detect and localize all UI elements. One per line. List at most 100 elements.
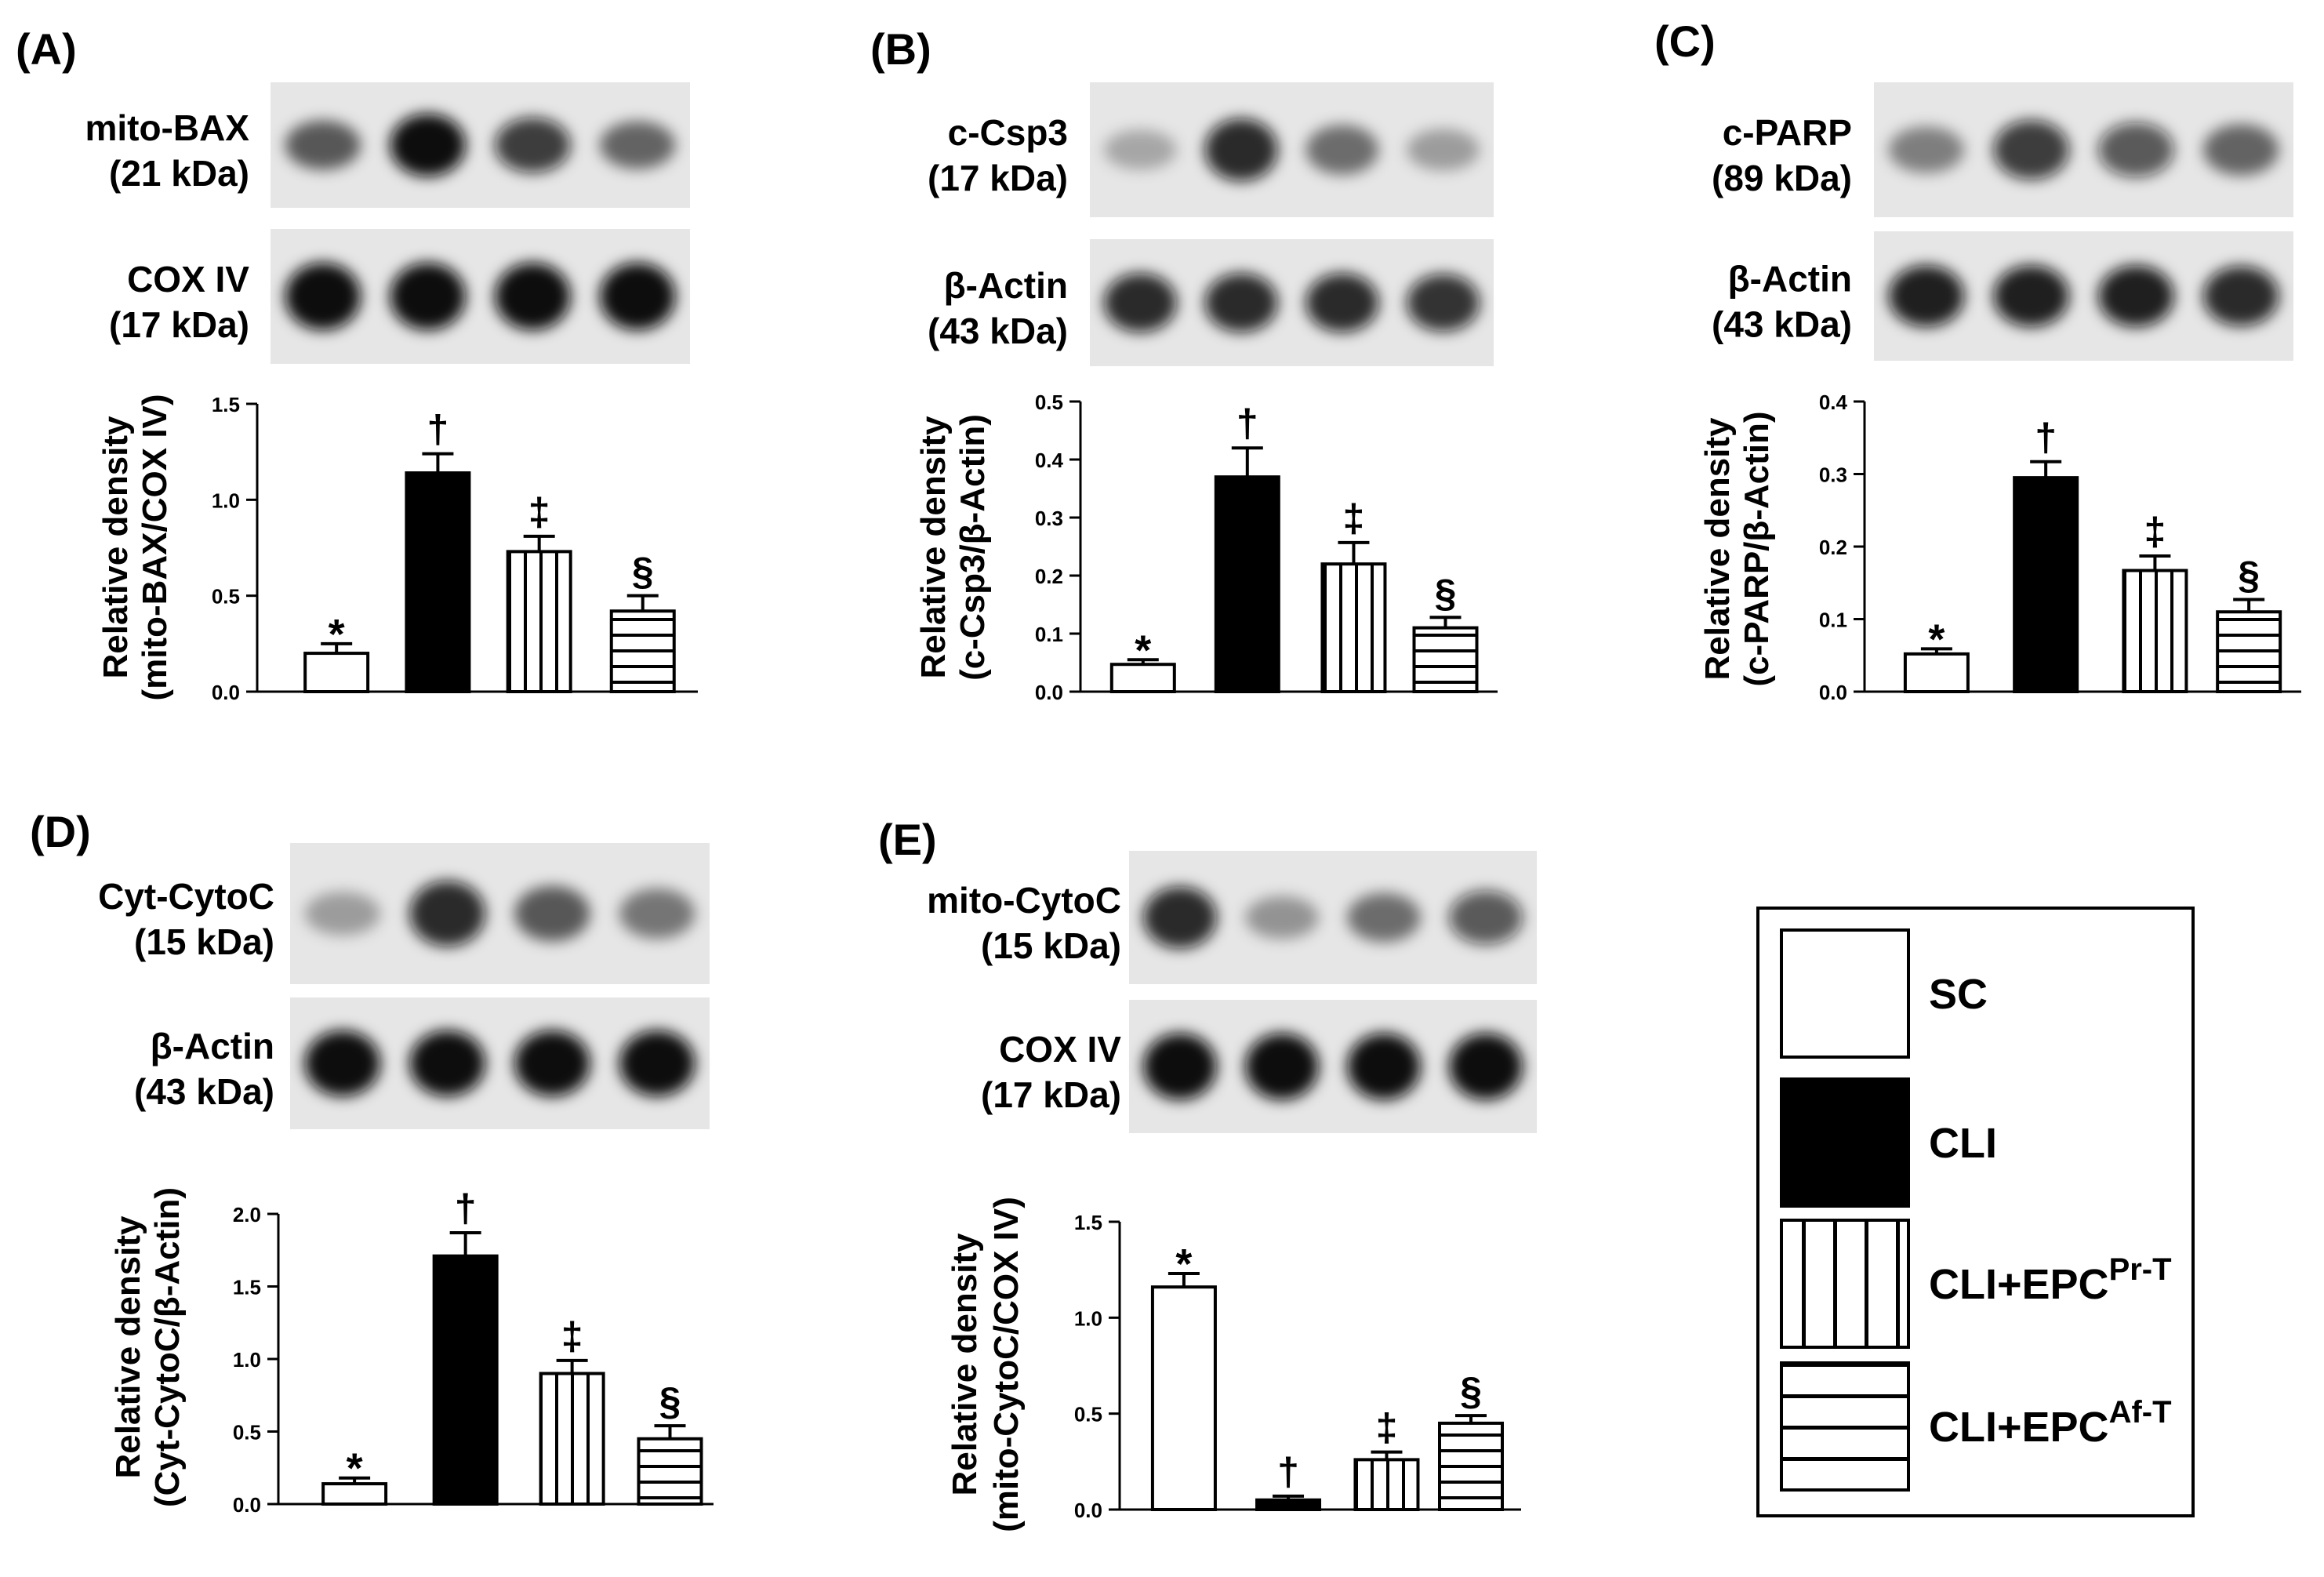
- y-tick-label: 0.1: [1035, 623, 1063, 646]
- y-tick-label: 0.2: [1819, 536, 1847, 559]
- bar-sc: [1150, 1285, 1217, 1511]
- blot-label: β-Actin: [944, 265, 1068, 306]
- blot-band: [1204, 273, 1278, 332]
- blot-band: [1104, 129, 1177, 170]
- y-tick-label: 1.5: [212, 393, 240, 416]
- western-blot-strip: [1090, 82, 1494, 217]
- significance-mark: §: [1460, 1369, 1482, 1413]
- bar-cli-epc-pr-t: [1320, 562, 1387, 694]
- significance-mark: †: [1236, 402, 1258, 445]
- blot-band: [619, 1030, 695, 1096]
- blot-label: mito-BAX: [85, 107, 249, 148]
- blot-band: [1888, 265, 1965, 327]
- bar-cli: [1214, 475, 1280, 693]
- blot-band: [1407, 274, 1480, 332]
- blot-band: [1245, 896, 1319, 939]
- legend: SC CLI CLI+EPCPr-T CLI+EPCAf-T: [1756, 907, 2195, 1517]
- legend-swatch: [1780, 928, 1910, 1059]
- y-tick-label: 0.2: [1035, 565, 1063, 588]
- significance-mark: *: [1175, 1241, 1192, 1288]
- panel-label: (A): [16, 24, 77, 74]
- significance-mark: §: [632, 550, 654, 594]
- y-axis-sublabel: (mito-BAX/COX IV): [136, 394, 174, 700]
- blot-band: [1104, 273, 1177, 332]
- significance-mark: *: [1928, 616, 1945, 663]
- panel-label: (B): [870, 24, 931, 74]
- blot-band: [285, 120, 361, 170]
- legend-label: CLI+EPCAf-T: [1929, 1395, 2172, 1451]
- blot-band: [1305, 273, 1379, 332]
- y-tick-label: 0.4: [1035, 449, 1064, 472]
- blot-band: [409, 1030, 485, 1096]
- blot-kda-label: (17 kDa): [981, 1074, 1121, 1115]
- panel-c: (C) c-PARP (89 kDa) β-Actin(43 kDa) 0.0 0.1 0.…: [1654, 16, 2301, 704]
- blot-band: [514, 1030, 590, 1096]
- blot-kda-label: (17 kDa): [109, 304, 249, 345]
- western-blot-strip: [271, 229, 690, 364]
- y-axis-sublabel: (c-PARP/β-Actin): [1738, 411, 1776, 686]
- panel-label: (E): [878, 815, 937, 864]
- bar-cli-epc-pr-t: [506, 550, 572, 693]
- legend-label: CLI: [1929, 1120, 1997, 1167]
- western-blot-strip: [290, 997, 710, 1129]
- blot-band: [1143, 886, 1217, 949]
- y-tick-label: 0.0: [1035, 681, 1063, 704]
- y-axis-sublabel: (mito-CytoC/COX IV): [987, 1197, 1026, 1532]
- blot-band: [2202, 124, 2279, 176]
- legend-swatch: [1780, 1361, 1910, 1492]
- bar-cli-epc-af-t: [609, 609, 676, 693]
- blot-band: [619, 888, 695, 939]
- significance-mark: ‡: [1376, 1406, 1398, 1450]
- blot-band: [409, 881, 485, 947]
- legend-item: SC: [1780, 928, 1988, 1059]
- blot-kda-label: (17 kDa): [928, 158, 1068, 198]
- blot-band: [495, 117, 571, 173]
- blot-kda-label: (89 kDa): [1712, 158, 1852, 198]
- legend-swatch: [1780, 1077, 1910, 1208]
- blot-kda-label: (43 kDa): [134, 1071, 274, 1112]
- legend-item: CLI+EPCPr-T: [1780, 1219, 2172, 1349]
- y-tick-label: 0.5: [1074, 1403, 1102, 1426]
- y-axis-sublabel: (Cyt-CytoC/β-Actin): [148, 1187, 187, 1507]
- blot-band: [514, 885, 590, 942]
- blot-band: [1993, 120, 2069, 180]
- panel-e: (E) mito-CytoC(15 kDa) COX IV(17 kDa) 0.0 0.…: [878, 815, 1537, 1532]
- blot-band: [599, 121, 676, 169]
- significance-mark: ‡: [528, 490, 550, 534]
- blot-band: [495, 263, 571, 330]
- legend-label-text: SC: [1929, 971, 1988, 1018]
- blot-band: [1347, 892, 1421, 943]
- blot-band: [599, 263, 676, 330]
- blot-band: [304, 892, 381, 936]
- blot-band: [285, 263, 361, 330]
- bar-cli: [2013, 476, 2079, 693]
- blot-band: [1245, 1033, 1319, 1100]
- significance-mark: ‡: [1343, 496, 1365, 540]
- blot-band: [1143, 1033, 1217, 1100]
- legend-label: SC: [1929, 971, 1988, 1018]
- y-tick-label: 1.0: [212, 489, 240, 512]
- western-blot-strip: [1874, 82, 2293, 217]
- legend-label-superscript: Af-T: [2109, 1395, 2172, 1430]
- bar-cli-epc-af-t: [2216, 610, 2282, 693]
- blot-band: [390, 114, 466, 176]
- blot-label: c-Csp3: [948, 112, 1068, 153]
- y-axis-label: Relative density: [109, 1215, 147, 1479]
- y-tick-label: 0.5: [233, 1421, 261, 1444]
- bar-sc: [1903, 652, 1970, 694]
- panel-label: (C): [1654, 16, 1716, 66]
- y-axis-label: Relative density: [946, 1233, 984, 1496]
- y-axis-label: Relative density: [96, 416, 135, 679]
- bar-cli-epc-af-t: [1438, 1421, 1504, 1512]
- blot-label: β-Actin: [151, 1026, 274, 1066]
- y-tick-label: 0.0: [1819, 681, 1847, 704]
- blot-kda-label: (15 kDa): [134, 921, 274, 962]
- significance-mark: ‡: [2144, 510, 2166, 554]
- blot-kda-label: (15 kDa): [981, 925, 1121, 966]
- panel-b: (B) c-Csp3 (17 kDa) β-Actin (43 kDa) 0.0 0.1 0.…: [870, 24, 1498, 704]
- legend-item: CLI+EPCAf-T: [1780, 1361, 2172, 1492]
- blot-band: [1888, 126, 1965, 173]
- blot-label: Cyt-CytoC: [98, 876, 274, 917]
